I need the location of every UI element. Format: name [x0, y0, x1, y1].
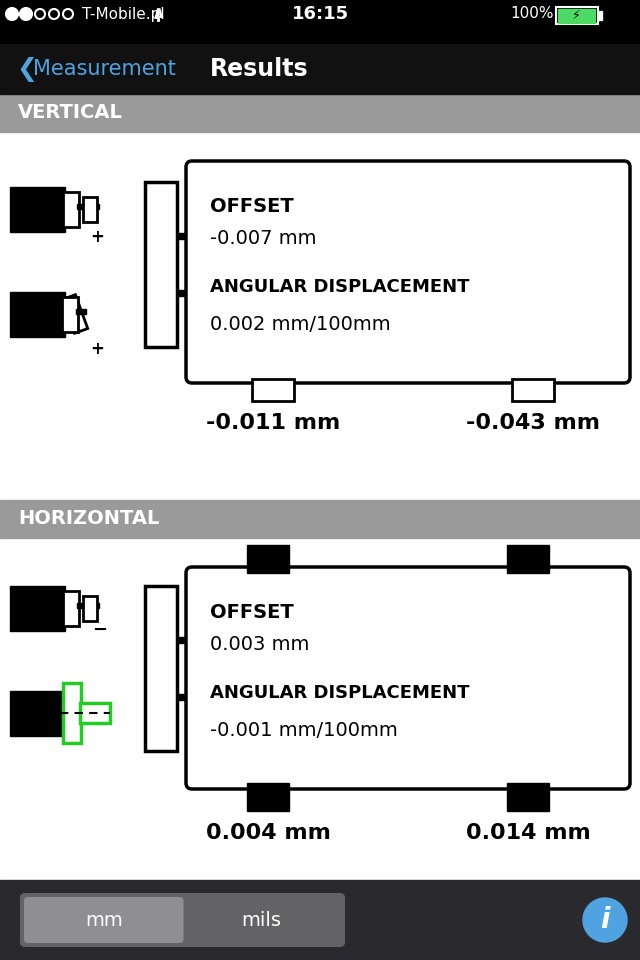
Bar [77, 204, 99, 209]
Bar [63, 591, 79, 626]
Text: VERTICAL: VERTICAL [18, 104, 123, 123]
Bar [0, 500, 640, 538]
Bar [177, 637, 195, 643]
Text: -0.007 mm: -0.007 mm [210, 229, 317, 249]
Text: ∧: ∧ [151, 4, 164, 22]
Text: -0.001 mm/100mm: -0.001 mm/100mm [210, 722, 397, 740]
Circle shape [583, 898, 627, 942]
Text: ANGULAR DISPLACEMENT: ANGULAR DISPLACEMENT [210, 278, 470, 296]
Text: mils: mils [241, 910, 281, 929]
FancyBboxPatch shape [20, 893, 345, 947]
Text: Measurement: Measurement [33, 59, 176, 79]
Text: Results: Results [210, 57, 308, 81]
Bar [80, 703, 110, 723]
Bar [507, 783, 549, 811]
Bar [0, 94, 640, 132]
Bar [177, 693, 195, 700]
Text: OFFSET: OFFSET [210, 198, 294, 217]
Text: OFFSET: OFFSET [210, 604, 294, 622]
Text: HORIZONTAL: HORIZONTAL [18, 510, 159, 529]
Text: +: + [90, 228, 104, 246]
Circle shape [6, 8, 18, 20]
Text: i: i [600, 906, 610, 934]
Bar [145, 182, 177, 347]
Bar [10, 586, 65, 631]
Text: 100%: 100% [510, 7, 554, 21]
Text: +: + [90, 340, 104, 358]
Bar [145, 586, 177, 751]
Bar [598, 11, 602, 20]
Bar [83, 197, 97, 222]
Text: -0.011 mm: -0.011 mm [206, 413, 340, 433]
Bar [177, 233, 195, 239]
Text: 0.003 mm: 0.003 mm [210, 636, 309, 655]
Bar [10, 187, 65, 232]
Text: 16:15: 16:15 [291, 5, 349, 23]
Text: ❮: ❮ [16, 57, 37, 82]
Text: 0.014 mm: 0.014 mm [466, 823, 590, 843]
Text: 0.004 mm: 0.004 mm [205, 823, 330, 843]
Bar [557, 9, 595, 22]
Bar [0, 44, 640, 94]
Bar [62, 297, 78, 332]
Bar [512, 379, 554, 401]
Bar [0, 538, 640, 880]
Text: -0.043 mm: -0.043 mm [466, 413, 600, 433]
Bar [77, 603, 99, 608]
FancyBboxPatch shape [24, 897, 184, 943]
Bar [0, 880, 640, 960]
Text: ANGULAR DISPLACEMENT: ANGULAR DISPLACEMENT [210, 684, 470, 702]
Bar [63, 683, 81, 743]
Bar [0, 132, 640, 500]
Bar [252, 379, 294, 401]
Bar [10, 691, 65, 736]
Bar [83, 596, 97, 621]
Text: 0.002 mm/100mm: 0.002 mm/100mm [210, 316, 390, 334]
Bar [177, 290, 195, 296]
Text: T-Mobile.pl: T-Mobile.pl [82, 7, 164, 21]
Text: mm: mm [85, 910, 123, 929]
Bar [63, 192, 79, 227]
Bar [556, 7, 598, 24]
Text: ⚡: ⚡ [572, 9, 580, 21]
Bar [507, 545, 549, 573]
Bar [76, 309, 86, 314]
Circle shape [20, 8, 32, 20]
Bar [0, 0, 640, 44]
Text: −: − [92, 621, 108, 639]
FancyBboxPatch shape [186, 567, 630, 789]
Bar [247, 783, 289, 811]
Bar [247, 545, 289, 573]
Bar [10, 292, 65, 337]
FancyBboxPatch shape [186, 161, 630, 383]
Polygon shape [62, 295, 88, 333]
